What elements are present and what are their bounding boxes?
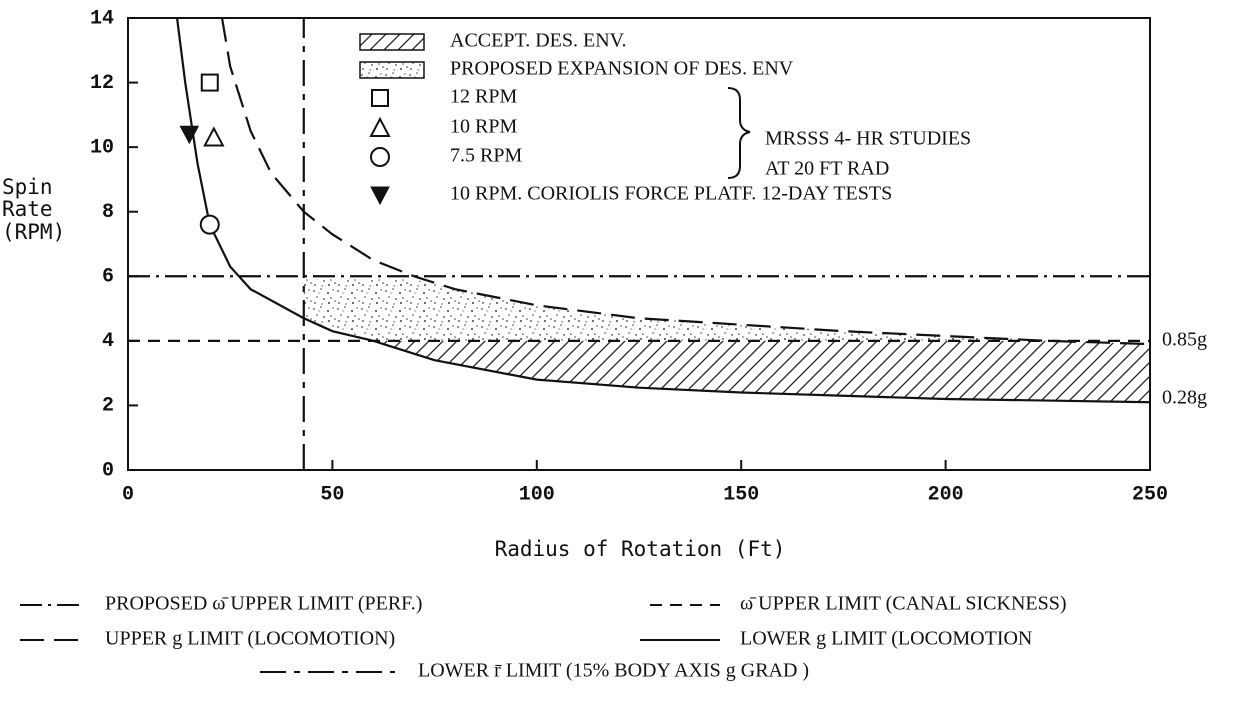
y-tick-label: 4 xyxy=(102,330,114,353)
marker xyxy=(199,214,220,235)
y-tick-label: 2 xyxy=(102,395,114,418)
y-tick-label: 0 xyxy=(102,459,114,482)
brace-note: AT 20 FT RAD xyxy=(765,158,889,180)
legend-swatch xyxy=(359,33,425,51)
line xyxy=(175,18,1150,404)
legend-label: ACCEPT. DES. ENV. xyxy=(450,30,627,52)
y-axis-label: Rate xyxy=(2,197,53,221)
marker xyxy=(179,125,200,145)
y-tick-label: 12 xyxy=(90,72,114,95)
legend-label: ω̄ UPPER LIMIT (CANAL SICKNESS) xyxy=(740,593,1067,615)
y-tick-label: 6 xyxy=(102,266,114,289)
y-tick-label: 14 xyxy=(90,7,114,30)
area xyxy=(303,279,1028,341)
legend-label: LOWER g LIMIT (LOCOMOTION xyxy=(740,628,1032,650)
legend-marker xyxy=(369,116,391,137)
x-axis-label: Radius of Rotation (Ft) xyxy=(495,537,786,561)
y-axis-label: (RPM) xyxy=(2,220,65,244)
legend-label: 10 RPM xyxy=(450,116,517,138)
plot-area xyxy=(128,18,1150,470)
legend-label: 12 RPM xyxy=(450,86,517,108)
y-tick-label: 8 xyxy=(102,201,114,224)
x-tick-label: 250 xyxy=(1132,483,1168,506)
marker xyxy=(200,73,219,92)
right-label: 0.28g xyxy=(1162,387,1207,409)
plot-frame xyxy=(127,17,1151,471)
x-tick-label: 200 xyxy=(928,483,964,506)
legend-swatch xyxy=(359,61,425,79)
brace xyxy=(727,87,751,179)
y-axis-label: Spin xyxy=(2,175,53,199)
x-tick-label: 100 xyxy=(519,483,555,506)
legend-label: 7.5 RPM xyxy=(450,145,522,167)
legend-label: PROPOSED EXPANSION OF DES. ENV xyxy=(450,58,794,80)
y-tick-label: 10 xyxy=(90,136,114,159)
x-tick-label: 150 xyxy=(723,483,759,506)
x-tick-label: 50 xyxy=(320,483,344,506)
x-tick-label: 0 xyxy=(122,483,134,506)
marker xyxy=(203,126,225,147)
legend-marker xyxy=(370,147,390,167)
legend-label: 10 RPM. CORIOLIS FORCE PLATF. 12-DAY TES… xyxy=(450,183,892,205)
brace-note: MRSSS 4- HR STUDIES xyxy=(765,128,971,150)
line xyxy=(220,18,1150,346)
right-label: 0.85g xyxy=(1162,328,1207,350)
legend-label: PROPOSED ω̄ UPPER LIMIT (PERF.) xyxy=(105,593,422,615)
legend-marker xyxy=(370,186,390,206)
legend-label: LOWER r̄ LIMIT (15% BODY AXIS g GRAD ) xyxy=(418,660,809,682)
legend-label: UPPER g LIMIT (LOCOMOTION) xyxy=(105,628,395,650)
legend-marker xyxy=(371,89,389,107)
area xyxy=(373,340,1150,403)
